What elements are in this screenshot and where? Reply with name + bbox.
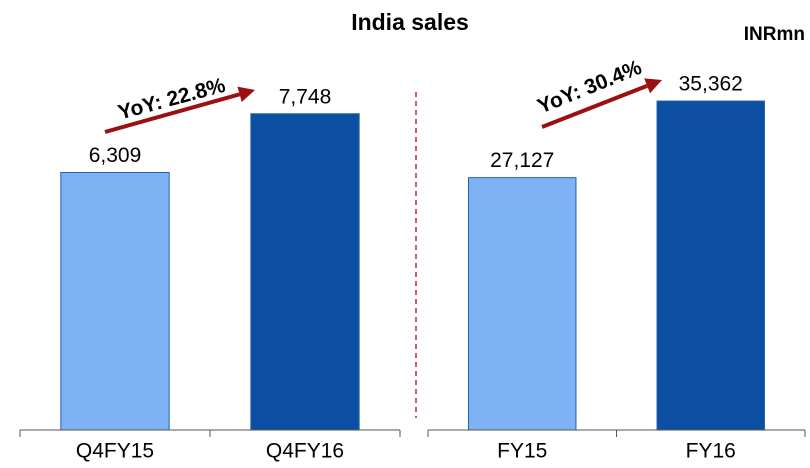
bar <box>468 177 577 431</box>
value-label: 6,309 <box>89 144 142 167</box>
value-label: 27,127 <box>490 149 554 172</box>
unit-label: INRmn <box>744 24 805 45</box>
x-tick-label: FY16 <box>686 440 736 463</box>
value-label: 35,362 <box>679 73 743 96</box>
bar <box>60 171 170 431</box>
arrow-head <box>644 78 662 94</box>
x-tick-label: FY15 <box>497 440 547 463</box>
annotation: YoY: 22.8% <box>116 74 229 125</box>
bar <box>250 113 360 431</box>
arrow-head <box>237 86 255 103</box>
x-tick-label: Q4FY16 <box>266 440 344 463</box>
arrow-shaft <box>541 83 648 129</box>
x-tick-label: Q4FY15 <box>76 440 154 463</box>
value-label: 7,748 <box>279 85 332 108</box>
arrow-shaft <box>104 92 241 134</box>
bar <box>656 100 765 431</box>
chart-title: India sales <box>351 9 469 35</box>
